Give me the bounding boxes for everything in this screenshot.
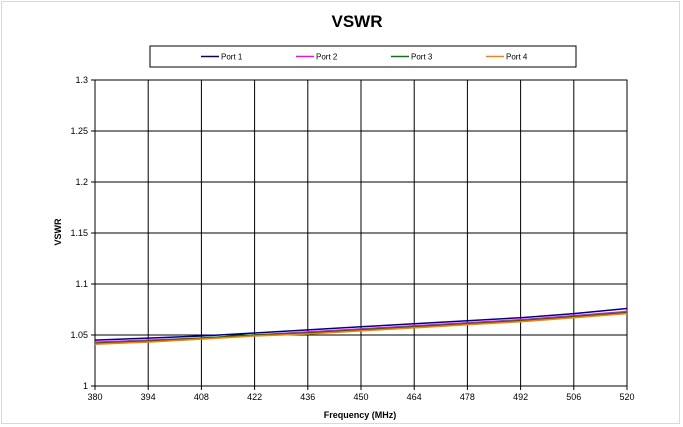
y-tick-label: 1.15: [70, 228, 88, 238]
legend-label-port-4: Port 4: [506, 53, 528, 62]
x-tick-label: 520: [619, 392, 634, 402]
x-tick-label: 506: [566, 392, 581, 402]
x-tick-label: 436: [300, 392, 315, 402]
x-tick-label: 478: [460, 392, 475, 402]
y-tick-label: 1.1: [75, 279, 88, 289]
tick-labels: 380 394 408 422 436 450 464 478 492 506 520 1 1.05 1.…: [70, 75, 634, 402]
x-tick-label: 408: [194, 392, 209, 402]
legend-label-port-3: Port 3: [411, 53, 433, 62]
series-group: [94, 307, 628, 345]
plot-grid: [91, 79, 628, 390]
legend: Port 1 Port 2 Port 3 Port 4: [149, 45, 577, 68]
legend-box: [149, 45, 577, 68]
series-line-port-1: [94, 307, 628, 341]
y-tick-label: 1.05: [70, 330, 88, 340]
series-line-port-4: [94, 312, 628, 345]
y-tick-label: 1.25: [70, 126, 88, 136]
chart-title: VSWR: [332, 12, 383, 31]
legend-label-port-1: Port 1: [221, 53, 243, 62]
y-axis-label: VSWR: [53, 218, 63, 246]
y-tick-label: 1.3: [75, 75, 88, 85]
x-tick-label: 492: [513, 392, 528, 402]
y-tick-label: 1: [83, 381, 88, 391]
x-tick-label: 380: [87, 392, 102, 402]
series-line-port-3: [94, 311, 628, 344]
x-tick-label: 464: [407, 392, 422, 402]
x-axis-label: Frequency (MHz): [324, 410, 397, 420]
x-tick-label: 450: [353, 392, 368, 402]
x-tick-label: 394: [141, 392, 156, 402]
x-tick-label: 422: [247, 392, 262, 402]
y-tick-label: 1.2: [75, 177, 88, 187]
legend-label-port-2: Port 2: [316, 53, 338, 62]
